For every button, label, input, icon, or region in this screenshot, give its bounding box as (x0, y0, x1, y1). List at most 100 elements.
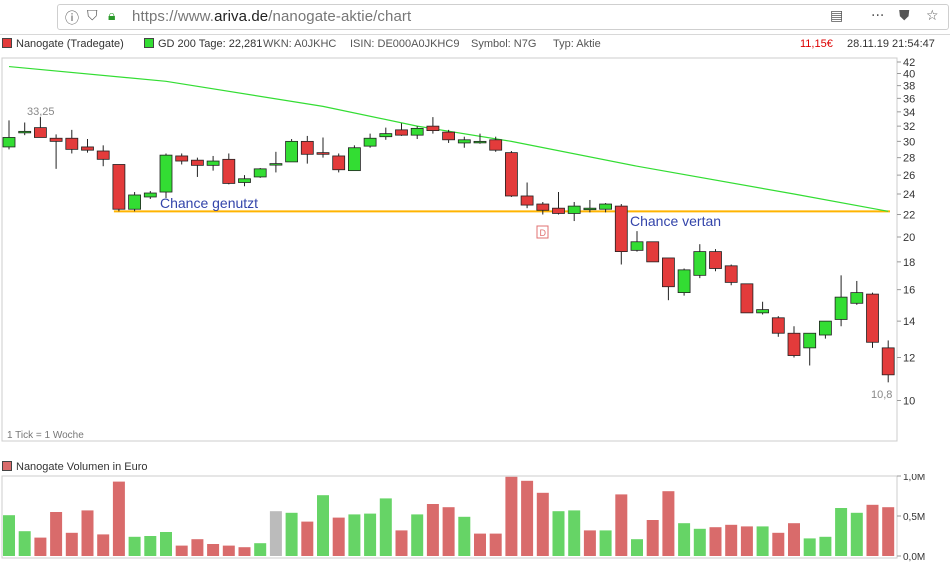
volume-bar[interactable] (489, 533, 502, 556)
volume-bar[interactable] (599, 530, 612, 556)
volume-bar[interactable] (866, 504, 879, 556)
volume-bar[interactable] (536, 492, 549, 556)
volume-bar[interactable] (552, 511, 565, 556)
dividend-marker[interactable] (536, 225, 549, 239)
volume-bar[interactable] (379, 498, 392, 556)
candle[interactable] (65, 129, 79, 154)
candle[interactable] (316, 137, 330, 158)
candle[interactable] (599, 203, 612, 213)
candle[interactable] (426, 117, 440, 134)
volume-bar[interactable] (3, 515, 15, 556)
volume-bar[interactable] (725, 524, 738, 556)
candle[interactable] (81, 139, 94, 153)
volume-bar[interactable] (505, 476, 518, 556)
candle[interactable] (206, 155, 220, 171)
more-icon[interactable]: ··· (871, 8, 885, 24)
volume-bar[interactable] (426, 504, 439, 556)
candle[interactable] (238, 175, 251, 187)
volume-bar[interactable] (238, 547, 251, 556)
volume-bar[interactable] (97, 534, 110, 556)
bookmark-star-icon[interactable]: ☆ (926, 8, 939, 24)
volume-bar[interactable] (772, 532, 785, 556)
lock-icon[interactable]: 🔒︎ (108, 8, 116, 24)
candle[interactable] (504, 150, 518, 197)
reader-view-icon[interactable]: ▤ (830, 8, 844, 24)
candle[interactable] (34, 117, 47, 138)
volume-bar[interactable] (144, 536, 157, 556)
candle[interactable] (583, 199, 597, 213)
candle[interactable] (49, 134, 63, 169)
candle[interactable] (410, 126, 424, 140)
candle[interactable] (159, 153, 173, 198)
volume-bar[interactable] (50, 512, 63, 556)
volume-bar[interactable] (18, 531, 31, 556)
volume-bar[interactable] (222, 545, 235, 556)
candle[interactable] (709, 249, 722, 272)
candle[interactable] (379, 127, 393, 140)
candle[interactable] (536, 201, 550, 215)
url-text[interactable]: https://www.ariva.de/nanogate-aktie/char… (132, 8, 412, 25)
volume-bar[interactable] (411, 514, 424, 556)
candle[interactable] (646, 241, 660, 263)
volume-bar[interactable] (474, 533, 486, 556)
volume-bar[interactable] (583, 530, 596, 556)
volume-bar[interactable] (269, 511, 282, 556)
volume-bar[interactable] (395, 530, 408, 556)
volume-bar[interactable] (364, 513, 377, 556)
volume-bar[interactable] (819, 536, 832, 556)
candle[interactable] (693, 244, 707, 279)
candle[interactable] (677, 268, 691, 296)
volume-bar[interactable] (709, 527, 722, 556)
volume-bar[interactable] (693, 528, 706, 556)
candle[interactable] (363, 133, 377, 148)
candle[interactable] (253, 167, 267, 178)
address-field[interactable]: ⓘ ⛉ 🔒︎ https://www.ariva.de/nanogate-akt… (57, 4, 949, 30)
candle[interactable] (771, 316, 785, 337)
volume-bar[interactable] (740, 526, 753, 556)
volume-bar[interactable] (835, 508, 848, 556)
pocket-icon[interactable]: ⛊ (899, 8, 910, 24)
candle[interactable] (347, 145, 361, 172)
candle[interactable] (222, 153, 236, 185)
volume-bar[interactable] (160, 532, 172, 556)
candle[interactable] (190, 157, 204, 177)
candle[interactable] (567, 201, 581, 222)
candle[interactable] (552, 192, 565, 215)
volume-bar[interactable] (175, 545, 188, 556)
candle[interactable] (96, 145, 110, 167)
candle[interactable] (819, 320, 832, 339)
volume-bar[interactable] (81, 510, 94, 556)
shield-icon[interactable]: ⛉ (87, 8, 98, 24)
candle[interactable] (756, 301, 769, 315)
volume-bar[interactable] (332, 517, 345, 556)
candle[interactable] (803, 332, 817, 366)
candle[interactable] (2, 120, 16, 150)
candle[interactable] (395, 123, 408, 136)
candle[interactable] (614, 204, 628, 265)
candle[interactable] (520, 182, 534, 209)
candle[interactable] (112, 164, 126, 212)
volume-bar[interactable] (112, 481, 125, 556)
candle[interactable] (630, 231, 644, 252)
candle[interactable] (300, 135, 314, 164)
volume-bar[interactable] (803, 538, 816, 556)
candle[interactable] (881, 340, 895, 383)
candle[interactable] (457, 136, 471, 148)
candle[interactable] (143, 191, 157, 199)
info-icon[interactable]: ⓘ (65, 11, 79, 27)
volume-bar[interactable] (521, 480, 534, 556)
volume-bar[interactable] (662, 491, 675, 556)
volume-bar[interactable] (301, 521, 314, 556)
candle[interactable] (128, 192, 142, 212)
candle[interactable] (269, 151, 283, 173)
volume-bar[interactable] (850, 512, 863, 556)
volume-bar[interactable] (568, 510, 581, 556)
candle[interactable] (473, 133, 487, 144)
candle[interactable] (175, 153, 189, 165)
volume-bar[interactable] (788, 523, 800, 556)
volume-bar[interactable] (317, 495, 329, 556)
volume-bar[interactable] (442, 507, 455, 556)
candle[interactable] (489, 136, 503, 152)
candle[interactable] (285, 139, 299, 163)
candle[interactable] (662, 257, 675, 301)
